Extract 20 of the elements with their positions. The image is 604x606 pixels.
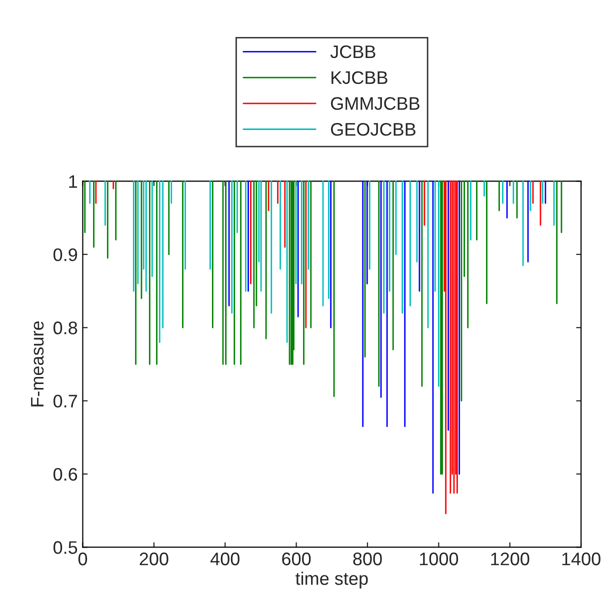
- x-tick-label: 200: [140, 552, 168, 566]
- y-tick-label: 0.8: [53, 322, 78, 334]
- y-tick-label: 0.9: [53, 248, 78, 262]
- x-tick-label: 600: [282, 552, 311, 566]
- x-tick-label: 1400: [562, 552, 600, 566]
- y-tick-label: 1: [69, 175, 78, 188]
- legend-label: JCBB: [330, 45, 376, 58]
- y-axis-title: F-measure: [31, 321, 44, 406]
- x-tick-label: 400: [210, 552, 240, 566]
- y-tick-label: 0.6: [53, 468, 78, 481]
- legend-label: KJCBB: [332, 71, 388, 84]
- legend-label: GEOJCBB: [331, 122, 416, 136]
- x-tick-label: 0: [78, 552, 88, 566]
- y-tick-label: 0.5: [53, 541, 78, 554]
- x-tick-label: 800: [353, 552, 382, 566]
- x-tick-label: 1000: [420, 552, 458, 566]
- x-axis-title: time step: [296, 572, 368, 589]
- y-tick-label: 0.7: [53, 394, 77, 408]
- legend-label: GMMJCBB: [331, 97, 420, 110]
- x-tick-label: 1200: [491, 552, 530, 566]
